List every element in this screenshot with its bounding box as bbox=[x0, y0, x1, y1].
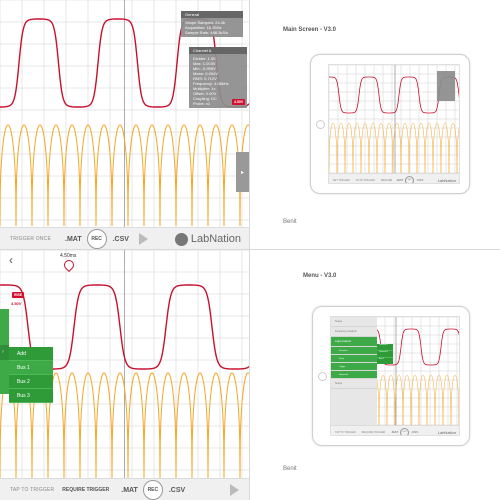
vertical-divider bbox=[249, 0, 250, 500]
mini-require: REQUIRE bbox=[380, 178, 393, 182]
panel-line: Max: 1.003V bbox=[193, 61, 216, 66]
mini-rec-2: REC bbox=[400, 427, 410, 435]
panel-line: Probe: x1 bbox=[193, 101, 211, 106]
ipad-frame: SET TRIGGER AUTO TRIGGER REQUIRE .MAT RE… bbox=[310, 54, 470, 194]
require-trigger-button[interactable]: REQUIRE TRIGGER bbox=[62, 487, 110, 493]
mini-popup-item: Channel 2 bbox=[377, 351, 393, 358]
menu-item-bus1[interactable]: Bus 1 bbox=[9, 361, 53, 375]
mini-mat-2: .MAT bbox=[391, 430, 399, 434]
mini-auto-trigger: AUTO TRIGGER bbox=[355, 178, 375, 182]
mini-set-trigger: SET TRIGGER bbox=[333, 178, 350, 182]
mini-menu-item: Scope bbox=[331, 317, 377, 327]
menu-item-add[interactable]: Add bbox=[9, 347, 53, 361]
mat-export-button[interactable]: .MAT bbox=[65, 235, 82, 243]
mini-logo-2: LabNation bbox=[437, 429, 456, 435]
play-icon-2[interactable] bbox=[230, 484, 239, 496]
back-arrow-icon[interactable]: ‹ bbox=[9, 253, 13, 267]
mini-require-trigger: REQUIRE TRIGGER bbox=[361, 430, 386, 434]
general-info-panel: General Scope Samples: 24.4k Acquisition… bbox=[181, 11, 243, 37]
mini-info-panel bbox=[437, 71, 455, 101]
mini-tap-trigger: TAP TO TRIGGER bbox=[335, 430, 356, 434]
panel-line: Scope Samples: 24.4k bbox=[185, 20, 226, 25]
channel-marker[interactable]: 4.50V bbox=[232, 99, 246, 105]
panel-line: Multiplier: 1x bbox=[193, 86, 216, 91]
tap-to-trigger-button[interactable]: TAP TO TRIGGER bbox=[10, 487, 55, 493]
mini-submenu-item: Scale bbox=[331, 355, 377, 363]
bus-menu-popup: Add Bus 1 Bus 2 Bus 3 bbox=[9, 347, 53, 403]
logo-text: LabNation bbox=[190, 233, 241, 245]
panel-line: RMS: 0.712V bbox=[193, 76, 217, 81]
mini-mat: .MAT bbox=[396, 178, 404, 182]
panel-line: Coupling: DC bbox=[193, 96, 217, 101]
menu-item-bus2[interactable]: Bus 2 bbox=[9, 375, 53, 389]
side-panel-tab[interactable]: ▸ bbox=[236, 152, 249, 192]
panel-line: Acquisition: 16.25Hz bbox=[185, 25, 222, 30]
home-button-icon-2 bbox=[318, 372, 327, 381]
mini-menu-item: Frequency Analysis bbox=[331, 327, 377, 337]
panel-line: Frequency: 4.08kHz bbox=[193, 81, 229, 86]
panel-line: Mean: 0.004V bbox=[193, 71, 218, 76]
main-scope-screen: General Scope Samples: 24.4k Acquisition… bbox=[0, 0, 249, 249]
trigger-once-button[interactable]: TRIGGER ONCE bbox=[10, 236, 52, 242]
panel-line: Offset: 0.00V bbox=[193, 91, 217, 96]
main-screen-mockup-panel: Main Screen - V3.0 SET TRIGGER AUTO TRIG… bbox=[250, 0, 500, 249]
panel-line: Divider: 1.00 bbox=[193, 56, 216, 61]
mini-menu-item-active: Logic Analyzer bbox=[331, 337, 377, 347]
csv-export-button[interactable]: .CSV bbox=[112, 235, 129, 243]
channel-info-panel: Channel A Divider: 1.00 Max: 1.003V Min:… bbox=[189, 47, 247, 108]
bottom-toolbar: TRIGGER ONCE .MAT REC .CSV LabNation bbox=[0, 227, 249, 249]
mini-submenu-item: Horizontal bbox=[331, 371, 377, 379]
time-cursor-label: 4.50ms bbox=[60, 253, 77, 259]
csv-export-button-2[interactable]: .CSV bbox=[168, 486, 186, 494]
mini-rec: REC bbox=[405, 175, 415, 183]
mini-csv-2: .CSV bbox=[411, 430, 419, 434]
designer-credit: Benit bbox=[283, 219, 297, 225]
record-button[interactable]: REC bbox=[86, 229, 107, 249]
home-button-icon bbox=[316, 120, 325, 129]
mini-submenu-item: Trigger bbox=[331, 363, 377, 371]
ipad-screen: SET TRIGGER AUTO TRIGGER REQUIRE .MAT RE… bbox=[328, 64, 460, 184]
mini-side-menu: Scope Frequency Analysis Logic Analyzer … bbox=[331, 317, 377, 425]
bottom-toolbar-2: TAP TO TRIGGER REQUIRE TRIGGER .MAT REC … bbox=[0, 478, 249, 500]
mini-csv: .CSV bbox=[416, 178, 424, 182]
expand-arrow-icon: ▸ bbox=[240, 169, 244, 176]
play-icon[interactable] bbox=[138, 233, 148, 245]
ipad-frame-2: Scope Frequency Analysis Logic Analyzer … bbox=[312, 306, 470, 446]
record-button-2[interactable]: REC bbox=[142, 480, 163, 500]
panel-title: Channel A bbox=[189, 47, 247, 54]
panel-line: Min: -0.995V bbox=[193, 66, 216, 71]
panel-title: General bbox=[181, 11, 243, 18]
ipad-screen-2: Scope Frequency Analysis Logic Analyzer … bbox=[330, 316, 460, 436]
menu-side-active[interactable]: › bbox=[0, 345, 9, 360]
panel-line: Sample Rate: 488.3kS/s bbox=[185, 30, 229, 35]
menu-mockup-panel: Menu - V3.0 Scope Frequency Analysis Log… bbox=[250, 250, 500, 500]
rise-value: 4.50V bbox=[11, 301, 22, 306]
labnation-logo-icon bbox=[174, 232, 188, 246]
mini-menu-item: Scope bbox=[331, 379, 377, 389]
menu-item-bus3[interactable]: Bus 3 bbox=[9, 389, 53, 403]
mini-submenu-item: Decoders bbox=[331, 347, 377, 355]
mini-toolbar-2: TAP TO TRIGGER REQUIRE TRIGGER .MAT REC … bbox=[331, 425, 459, 435]
mini-popup-item: Channel 1 bbox=[377, 344, 393, 351]
mini-submenu-popup: Channel 1 Channel 2 Bus 1 bbox=[377, 344, 393, 364]
mockup-caption: Main Screen - V3.0 bbox=[283, 27, 337, 33]
rise-marker[interactable]: RISE bbox=[12, 292, 25, 298]
mini-popup-item: Bus 1 bbox=[379, 358, 385, 360]
designer-credit-2: Benit bbox=[283, 466, 297, 472]
mini-logo: LabNation bbox=[437, 177, 456, 183]
labnation-logo: LabNation bbox=[174, 232, 241, 246]
mini-toolbar: SET TRIGGER AUTO TRIGGER REQUIRE .MAT RE… bbox=[329, 173, 459, 183]
mat-export-button-2[interactable]: .MAT bbox=[121, 486, 138, 494]
chevron-right-icon: › bbox=[2, 349, 4, 355]
mockup-caption-2: Menu - V3.0 bbox=[303, 273, 337, 279]
horizontal-divider bbox=[0, 249, 500, 250]
menu-scope-screen: ‹ 4.50ms RISE 4.50V › Add Bus 1 Bus 2 Bu… bbox=[0, 250, 249, 500]
mini-scope-plot bbox=[329, 65, 459, 173]
